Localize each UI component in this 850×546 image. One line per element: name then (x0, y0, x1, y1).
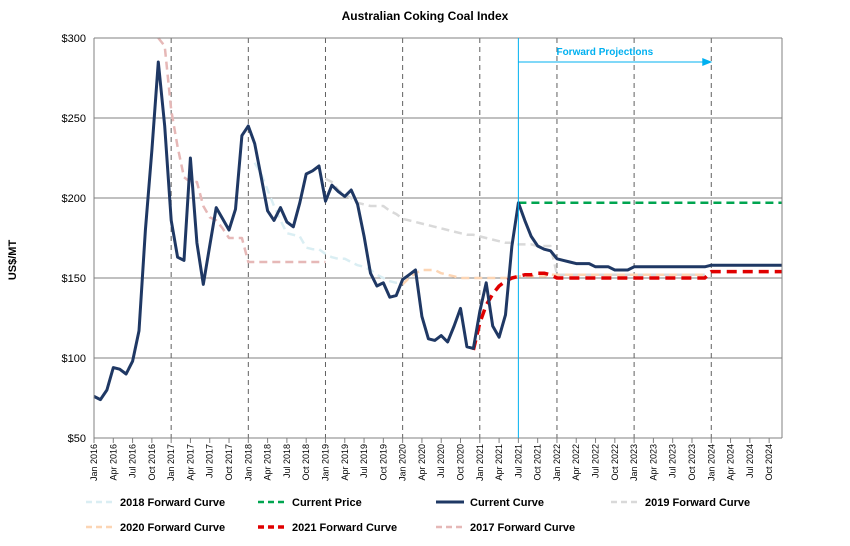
x-tick-label: Jan 2019 (320, 444, 330, 481)
series-line-2021-forward-curve (471, 269, 782, 351)
x-tick-label: Oct 2018 (301, 444, 311, 481)
x-tick-label: Oct 2019 (378, 444, 388, 481)
series-lines (93, 37, 782, 402)
x-tick-label: Oct 2017 (224, 444, 234, 481)
x-tick-label: Oct 2020 (456, 444, 466, 481)
x-tick-label: Jan 2024 (706, 444, 716, 481)
forward-projections-annotation: Forward Projections (517, 38, 713, 438)
x-tick-label: Apr 2018 (263, 444, 273, 481)
x-tick-label: Jul 2019 (359, 444, 369, 478)
x-tick-label: Apr 2019 (340, 444, 350, 481)
y-axis-label: US$/MT (7, 240, 19, 281)
y-tick-label: $100 (62, 353, 86, 365)
x-tick-label: Apr 2021 (494, 444, 504, 481)
y-tick-label: $200 (62, 193, 86, 205)
forward-projections-arrowhead (702, 58, 713, 66)
legend-label: 2017 Forward Curve (470, 522, 575, 534)
x-tick-label: Oct 2022 (610, 444, 620, 481)
x-tick-label: Jul 2020 (436, 444, 446, 478)
x-tick-label: Jan 2020 (398, 444, 408, 481)
series-line-2020-forward-curve (401, 268, 705, 286)
legend-label: 2018 Forward Curve (120, 497, 225, 509)
x-tick-label: Oct 2021 (533, 444, 543, 481)
x-tick-label: Jan 2016 (89, 444, 99, 481)
series-line-2019-forward-curve (324, 177, 705, 277)
x-tick-label: Jul 2021 (513, 444, 523, 478)
x-tick-label: Jan 2021 (475, 444, 485, 481)
series-line-2018-forward-curve (253, 162, 403, 285)
legend-label: Current Price (292, 497, 362, 509)
legend-label: 2020 Forward Curve (120, 522, 225, 534)
x-tick-label: Apr 2024 (726, 444, 736, 481)
x-tick-label: Apr 2016 (108, 444, 118, 481)
x-tick-label: Oct 2023 (687, 444, 697, 481)
axes: $50 $100 $150 $200 $250 $300 Jan 2016 Apr 2016 J… (62, 33, 783, 481)
y-tick-label: $250 (62, 113, 86, 125)
x-tick-label: Apr 2023 (648, 444, 658, 481)
x-tick-label: Jul 2018 (282, 444, 292, 478)
series-line-current-curve (93, 60, 782, 402)
chart-title: Australian Coking Coal Index (342, 9, 509, 23)
x-tick-label: Apr 2020 (417, 444, 427, 481)
x-tick-label: Jan 2023 (629, 444, 639, 481)
series-line-2017-forward-curve (157, 37, 326, 264)
y-tick-label: $150 (62, 273, 86, 285)
legend-label: Current Curve (470, 497, 544, 509)
x-tick-label: Jul 2024 (745, 444, 755, 478)
x-tick-label: Jul 2016 (128, 444, 138, 478)
y-tick-label: $50 (68, 433, 86, 445)
x-tick-label: Apr 2022 (571, 444, 581, 481)
forward-projections-label: Forward Projections (556, 47, 653, 58)
x-tick-label: Apr 2017 (185, 444, 195, 481)
x-tick-label: Jan 2022 (552, 444, 562, 481)
legend-label: 2021 Forward Curve (292, 522, 397, 534)
legend: 2018 Forward Curve Current Price Current C… (86, 497, 750, 534)
x-tick-label: Oct 2024 (764, 444, 774, 481)
y-tick-label: $300 (62, 33, 86, 45)
x-tick-label: Jan 2018 (243, 444, 253, 481)
x-tick-label: Jul 2022 (591, 444, 601, 478)
x-tick-label: Jul 2023 (668, 444, 678, 478)
x-tick-label: Oct 2016 (147, 444, 157, 481)
grid-lines (94, 37, 782, 438)
x-tick-label: Jan 2017 (166, 444, 176, 481)
legend-label: 2019 Forward Curve (645, 497, 750, 509)
x-tick-label: Jul 2017 (205, 444, 215, 478)
